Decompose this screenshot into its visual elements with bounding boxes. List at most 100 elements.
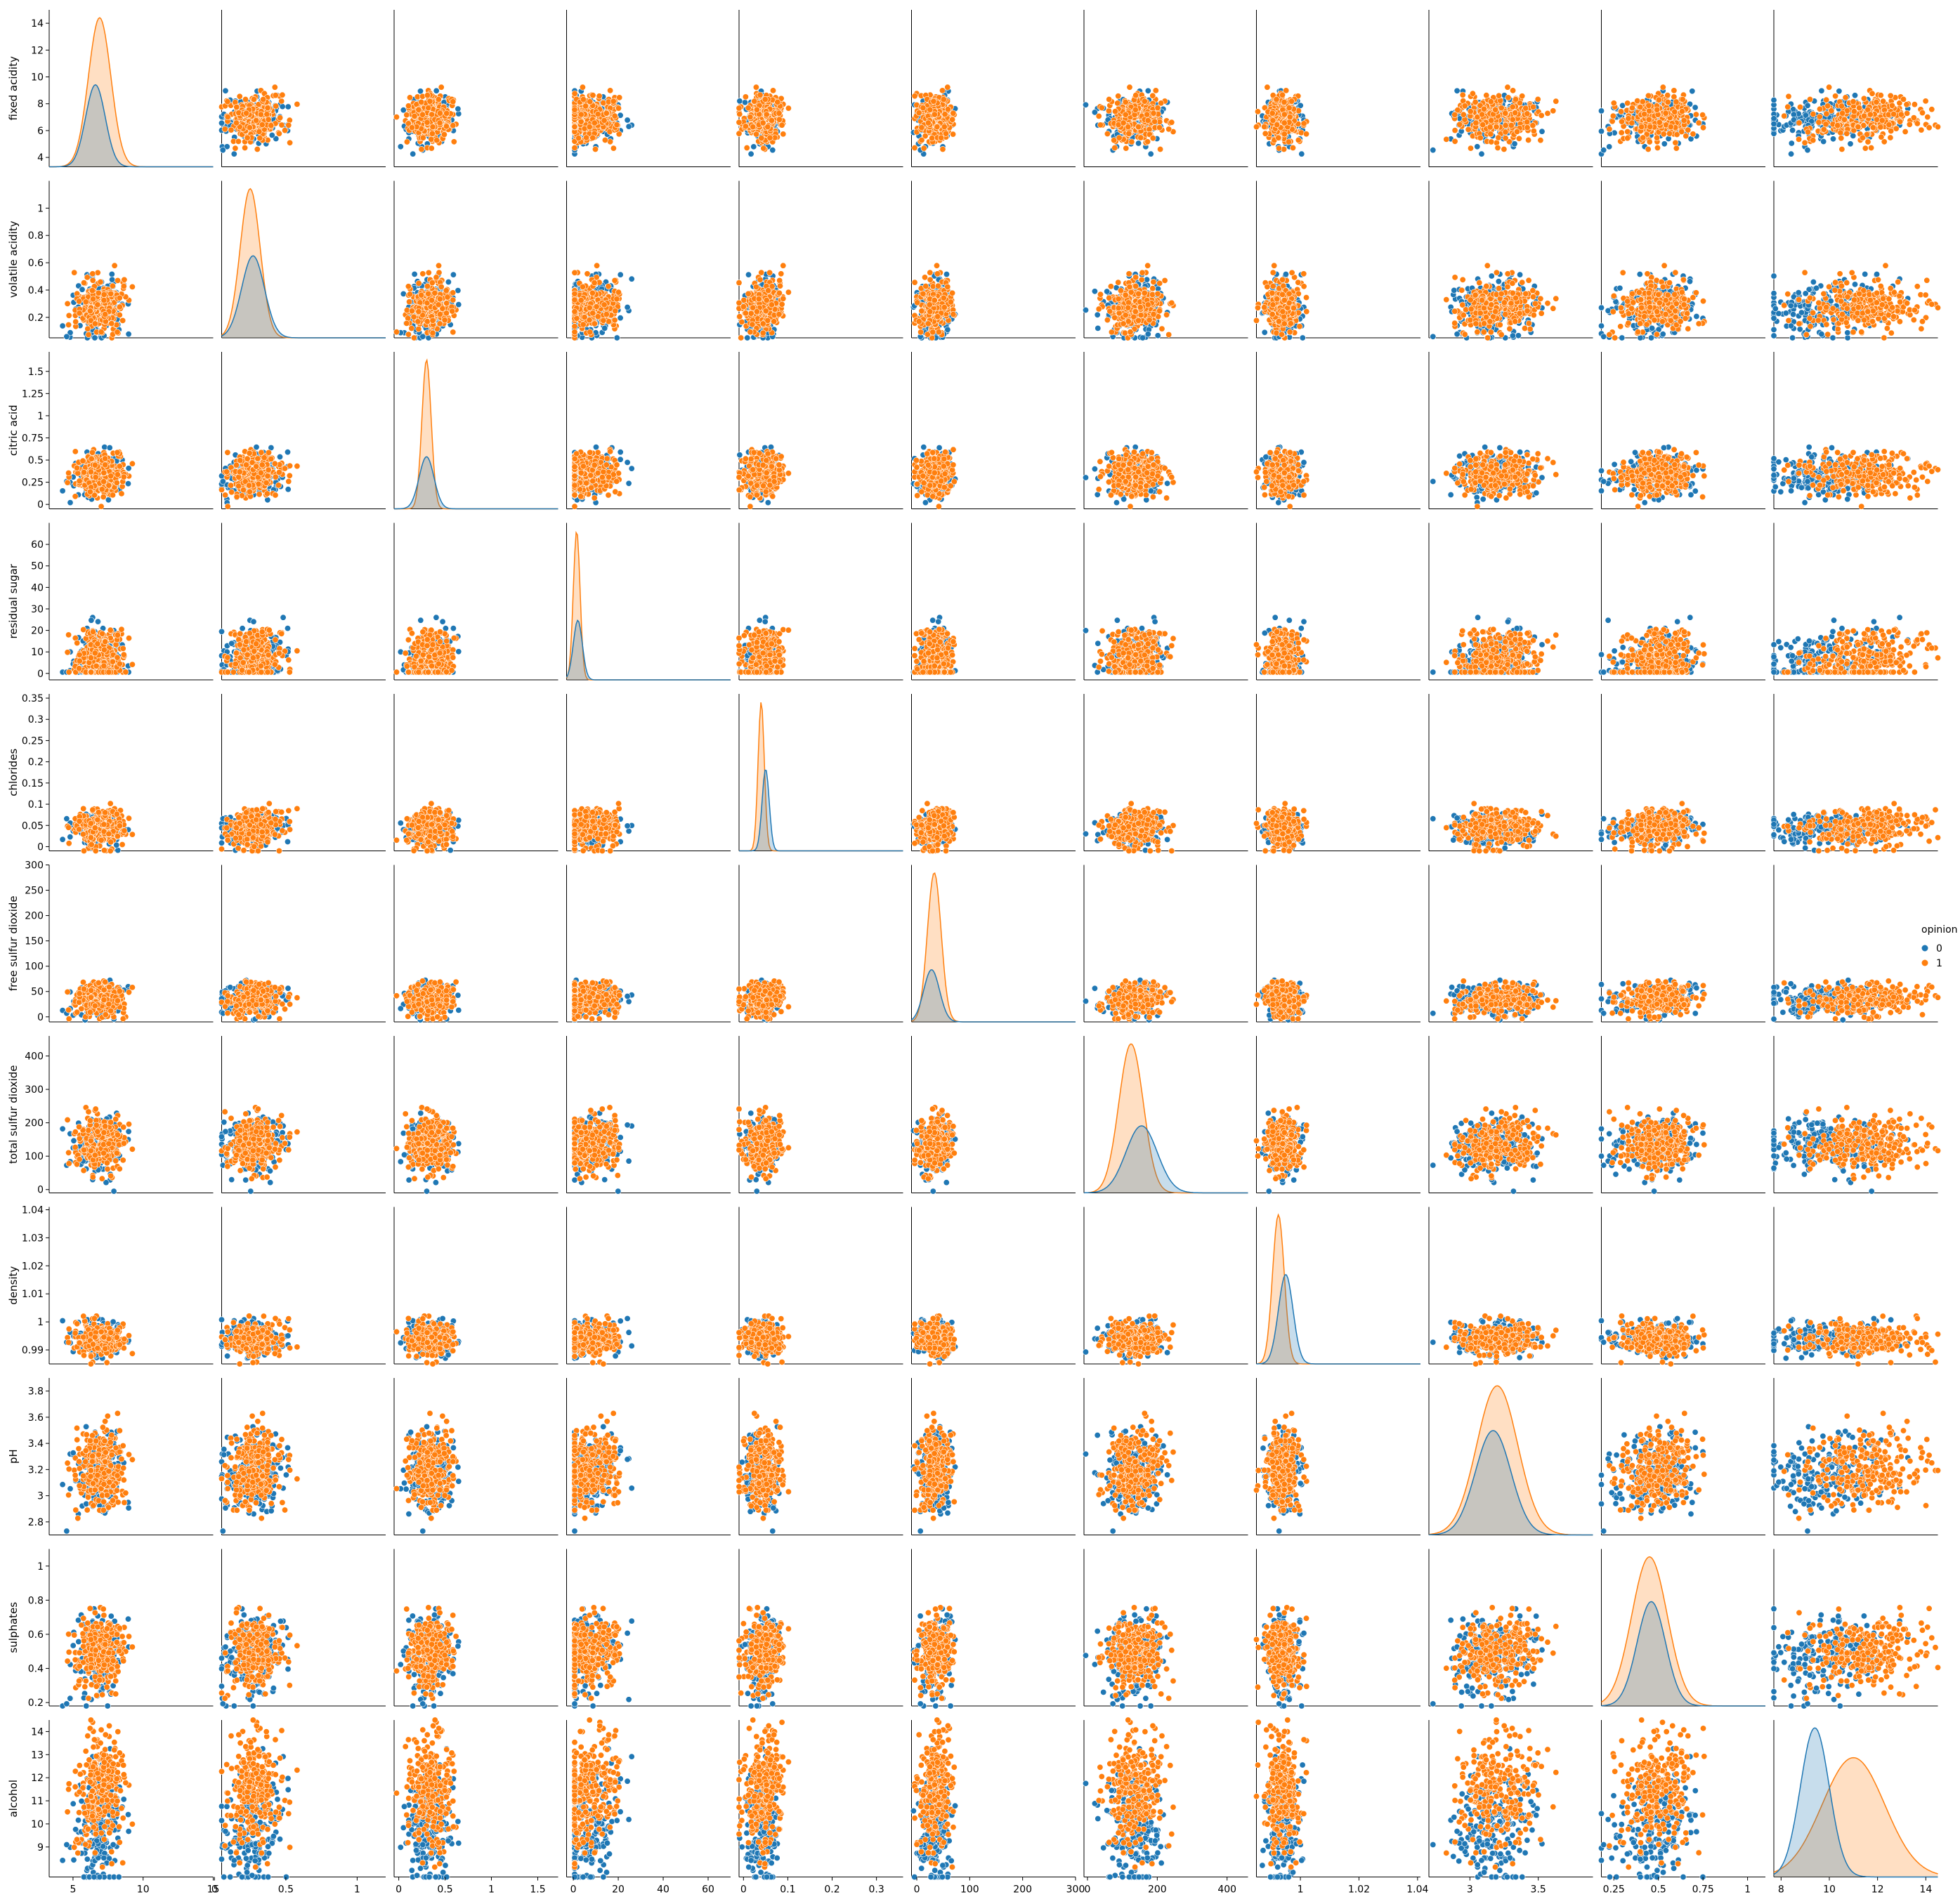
scatter-point-1	[242, 145, 247, 150]
scatter-point-1	[419, 99, 424, 105]
scatter-point-0	[417, 88, 423, 94]
scatter-point-1	[583, 135, 589, 140]
scatter-point-0	[625, 117, 630, 123]
scatter-point-1	[450, 122, 456, 128]
scatter-point-1	[234, 104, 240, 110]
scatter-point-1	[614, 122, 620, 127]
scatter-point-1	[420, 135, 426, 140]
scatter-point-1	[572, 124, 577, 129]
y-axis-label: fixed acidity	[7, 56, 20, 121]
scatter-point-1	[273, 103, 279, 109]
scatter-point-1	[244, 135, 250, 140]
scatter-point-1	[775, 99, 780, 105]
scatter-point-1	[950, 110, 956, 116]
scatter-point-1	[251, 96, 256, 102]
scatter-point-1	[617, 95, 622, 100]
scatter-point-1	[610, 145, 616, 151]
scatter-point-1	[235, 138, 241, 144]
scatter-point-1	[932, 112, 937, 117]
scatter-point-1	[572, 145, 577, 150]
scatter-point-1	[575, 136, 581, 141]
scatter-point-1	[595, 111, 601, 117]
scatter-point-0	[433, 88, 439, 93]
scatter-point-1	[264, 112, 270, 117]
scatter-point-1	[409, 124, 414, 130]
scatter-point-1	[929, 136, 934, 141]
scatter-point-1	[776, 117, 782, 122]
scatter-point-1	[912, 145, 917, 150]
scatter-point-1	[949, 117, 955, 122]
scatter-point-1	[578, 119, 584, 124]
scatter-point-0	[410, 151, 416, 157]
scatter-point-1	[590, 135, 596, 140]
scatter-point-1	[412, 113, 417, 119]
scatter-point-1	[943, 131, 948, 136]
scatter-point-1	[404, 139, 410, 145]
scatter-point-1	[601, 117, 607, 123]
panel-fixed-acidity-vs-total-sulfur-dioxide	[1083, 10, 1248, 167]
scatter-point-1	[294, 101, 300, 107]
panel-fixed-acidity-vs-residual-sugar	[567, 10, 731, 167]
scatter-point-1	[587, 124, 592, 129]
y-tick-label: 4	[37, 152, 44, 164]
scatter-point-1	[257, 136, 263, 141]
scatter-point-0	[231, 151, 237, 157]
scatter-point-1	[437, 120, 443, 126]
y-tick-label: 6	[37, 126, 44, 137]
scatter-point-1	[615, 105, 621, 111]
scatter-point-1	[407, 95, 412, 100]
scatter-point-0	[748, 151, 754, 157]
scatter-point-0	[751, 144, 757, 150]
scatter-point-1	[925, 120, 931, 126]
panel-fixed-acidity-vs-citric-acid	[393, 10, 558, 167]
scatter-point-1	[779, 122, 785, 128]
scatter-point-1	[572, 107, 577, 112]
y-tick-label: 8	[37, 99, 44, 110]
kde-line-0	[49, 85, 214, 167]
scatter-point-1	[764, 112, 769, 117]
scatter-point-1	[912, 93, 917, 99]
scatter-point-1	[744, 145, 750, 150]
scatter-point-0	[398, 144, 403, 150]
scatter-point-1	[607, 88, 613, 93]
scatter-point-1	[580, 96, 586, 102]
scatter-point-1	[243, 110, 249, 116]
scatter-point-1	[587, 99, 593, 105]
scatter-point-1	[596, 93, 602, 99]
scatter-point-1	[612, 113, 618, 119]
scatter-point-1	[785, 105, 791, 111]
scatter-point-1	[416, 107, 422, 112]
scatter-point-1	[438, 84, 444, 90]
scatter-point-1	[437, 110, 443, 116]
scatter-point-1	[247, 124, 252, 130]
scatter-point-1	[736, 131, 742, 136]
scatter-point-1	[942, 112, 948, 117]
scatter-point-1	[745, 105, 751, 110]
scatter-point-1	[590, 93, 596, 98]
scatter-point-1	[582, 103, 588, 109]
scatter-point-1	[233, 120, 239, 126]
scatter-point-1	[256, 129, 262, 134]
scatter-point-1	[950, 131, 955, 137]
kde-area-1	[49, 18, 214, 166]
scatter-point-1	[736, 105, 742, 111]
scatter-point-1	[769, 117, 774, 123]
scatter-point-1	[254, 146, 260, 152]
scatter-point-1	[266, 117, 271, 122]
scatter-point-1	[404, 112, 410, 117]
scatter-point-1	[941, 124, 947, 129]
scatter-point-1	[743, 94, 748, 100]
scatter-point-1	[434, 138, 440, 143]
scatter-point-0	[280, 104, 285, 110]
scatter-point-1	[268, 122, 274, 128]
scatter-point-1	[287, 140, 292, 145]
scatter-point-1	[451, 139, 457, 145]
scatter-point-1	[242, 96, 248, 102]
scatter-point-1	[279, 122, 285, 128]
scatter-point-1	[228, 127, 234, 133]
scatter-point-1	[603, 110, 609, 116]
scatter-point-1	[747, 114, 753, 119]
scatter-point-1	[780, 131, 786, 137]
scatter-point-1	[222, 126, 228, 132]
